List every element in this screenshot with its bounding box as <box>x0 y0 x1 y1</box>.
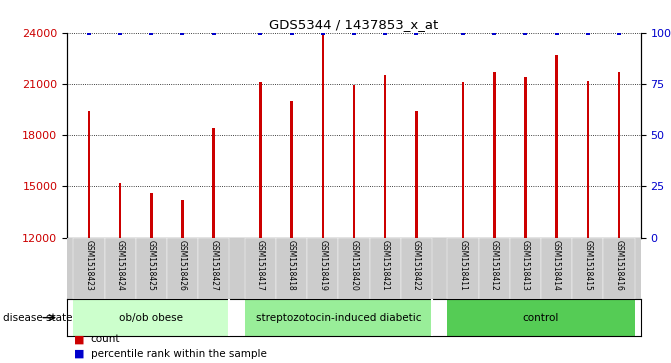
Bar <box>167 238 198 299</box>
Bar <box>245 238 276 299</box>
Bar <box>73 299 229 336</box>
Bar <box>384 76 386 238</box>
Bar <box>370 238 401 299</box>
Title: GDS5344 / 1437853_x_at: GDS5344 / 1437853_x_at <box>269 19 439 32</box>
Text: GSM1518413: GSM1518413 <box>521 240 530 291</box>
Text: GSM1518424: GSM1518424 <box>115 240 125 291</box>
Bar <box>572 238 603 299</box>
Text: GSM1518421: GSM1518421 <box>380 240 390 291</box>
Bar <box>353 85 355 238</box>
Bar <box>618 72 620 238</box>
Text: count: count <box>91 334 120 344</box>
Bar <box>105 238 136 299</box>
Text: GSM1518427: GSM1518427 <box>209 240 218 291</box>
Bar <box>510 238 541 299</box>
Text: GSM1518411: GSM1518411 <box>458 240 468 291</box>
Bar <box>462 82 464 238</box>
Text: GSM1518416: GSM1518416 <box>615 240 623 291</box>
Text: streptozotocin-induced diabetic: streptozotocin-induced diabetic <box>256 313 421 323</box>
Bar <box>291 101 293 238</box>
Text: GSM1518412: GSM1518412 <box>490 240 499 291</box>
Bar <box>136 238 167 299</box>
Bar <box>524 77 527 238</box>
Text: GSM1518420: GSM1518420 <box>350 240 358 291</box>
Bar <box>415 111 417 238</box>
Bar <box>493 72 495 238</box>
Bar <box>401 238 432 299</box>
Text: GSM1518414: GSM1518414 <box>552 240 561 291</box>
Bar <box>307 238 338 299</box>
Bar <box>259 82 262 238</box>
Text: GSM1518418: GSM1518418 <box>287 240 296 291</box>
Bar <box>73 238 105 299</box>
Text: GSM1518425: GSM1518425 <box>147 240 156 291</box>
Text: disease state: disease state <box>3 313 73 323</box>
Bar <box>586 81 589 238</box>
Text: GSM1518426: GSM1518426 <box>178 240 187 291</box>
Bar <box>448 238 478 299</box>
Bar <box>556 55 558 238</box>
Bar <box>541 238 572 299</box>
Bar <box>213 129 215 238</box>
Bar <box>245 299 432 336</box>
Text: GSM1518417: GSM1518417 <box>256 240 265 291</box>
Bar <box>338 238 370 299</box>
Text: GSM1518422: GSM1518422 <box>412 240 421 291</box>
Bar <box>603 238 635 299</box>
Bar <box>150 193 152 238</box>
Text: control: control <box>523 313 559 323</box>
Text: GSM1518423: GSM1518423 <box>85 240 93 291</box>
Text: ob/ob obese: ob/ob obese <box>119 313 183 323</box>
Text: GSM1518419: GSM1518419 <box>318 240 327 291</box>
Bar <box>198 238 229 299</box>
Bar <box>276 238 307 299</box>
Bar <box>119 183 121 238</box>
Text: ■: ■ <box>74 349 85 359</box>
Text: percentile rank within the sample: percentile rank within the sample <box>91 349 266 359</box>
Text: GSM1518415: GSM1518415 <box>583 240 592 291</box>
Bar <box>321 33 324 238</box>
Text: ■: ■ <box>74 334 85 344</box>
Bar <box>88 111 90 238</box>
Bar <box>181 200 184 238</box>
Bar <box>448 299 635 336</box>
Bar <box>478 238 510 299</box>
